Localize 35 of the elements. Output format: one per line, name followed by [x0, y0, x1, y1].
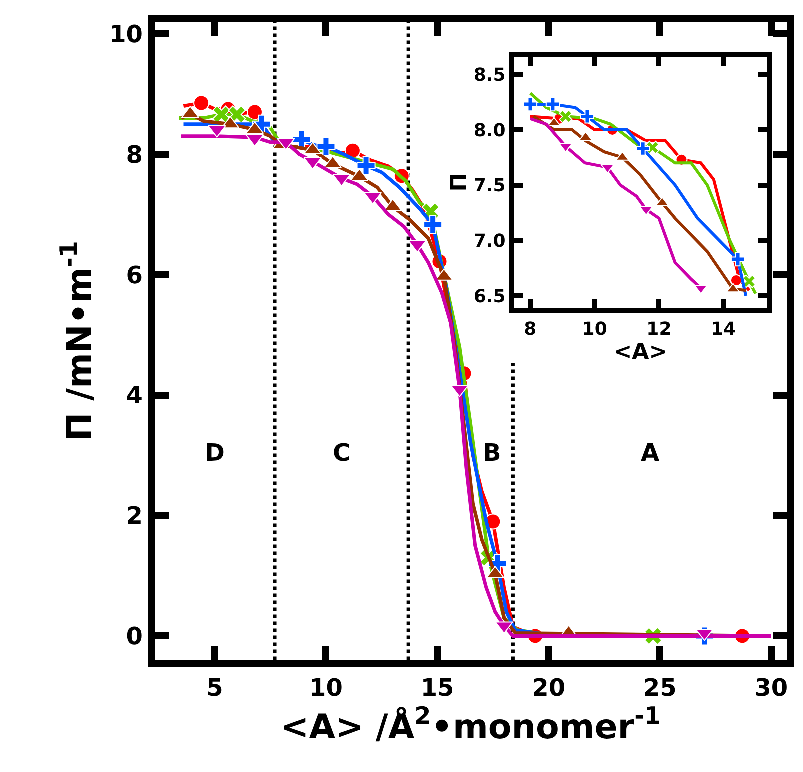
x-tick-label: 30: [754, 674, 788, 702]
annotation: B: [483, 439, 502, 467]
x-tick-label: 10: [310, 674, 343, 702]
y-tick-label: 8: [126, 140, 144, 169]
y-tick-label: 2: [126, 502, 144, 530]
annotation: D: [205, 439, 225, 467]
x-tick-label: 20: [532, 674, 566, 702]
point: [730, 252, 746, 267]
y-tick-label: 6: [126, 261, 144, 290]
x-axis-title: <A>: [614, 340, 668, 365]
y-tick-label: 6.5: [474, 286, 506, 308]
x-tick-label: 10: [582, 318, 608, 340]
x-tick-label: 12: [646, 318, 672, 340]
annotation: C: [333, 439, 351, 467]
point: [546, 97, 560, 112]
y-tick-label: 0: [126, 622, 144, 651]
x-tick-label: 5: [206, 674, 224, 702]
point: [742, 274, 756, 288]
y-tick-label: 7.0: [474, 230, 506, 252]
point: [559, 110, 573, 124]
annotation: A: [641, 439, 660, 467]
point: [636, 142, 650, 156]
x-axis-title: <A> /Å$^{2}$•monomer$^{-1}$: [280, 702, 662, 748]
y-tick-label: 7.5: [474, 176, 506, 197]
x-tick-label: 25: [643, 674, 677, 702]
x-tick-label: 14: [711, 318, 736, 340]
y-tick-label: 4: [126, 382, 144, 410]
y-axis-title: Π: [448, 173, 473, 192]
y-tick-label: 8.0: [474, 120, 506, 142]
x-tick-label: 15: [420, 674, 454, 702]
y-tick-label: 8.5: [474, 64, 506, 86]
point: [523, 97, 538, 112]
x-tick-label: 8: [524, 318, 537, 340]
y-tick-label: 10: [110, 20, 144, 48]
point: [580, 110, 595, 124]
